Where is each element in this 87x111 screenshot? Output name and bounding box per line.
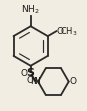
Text: N: N	[31, 77, 37, 86]
Text: O: O	[57, 27, 64, 36]
Text: S: S	[27, 68, 35, 78]
Text: O: O	[70, 77, 76, 86]
Text: N: N	[33, 77, 39, 86]
Text: NH$_2$: NH$_2$	[21, 3, 40, 16]
Text: CH$_3$: CH$_3$	[60, 25, 78, 38]
Text: O: O	[26, 76, 33, 85]
Text: O: O	[20, 69, 27, 78]
